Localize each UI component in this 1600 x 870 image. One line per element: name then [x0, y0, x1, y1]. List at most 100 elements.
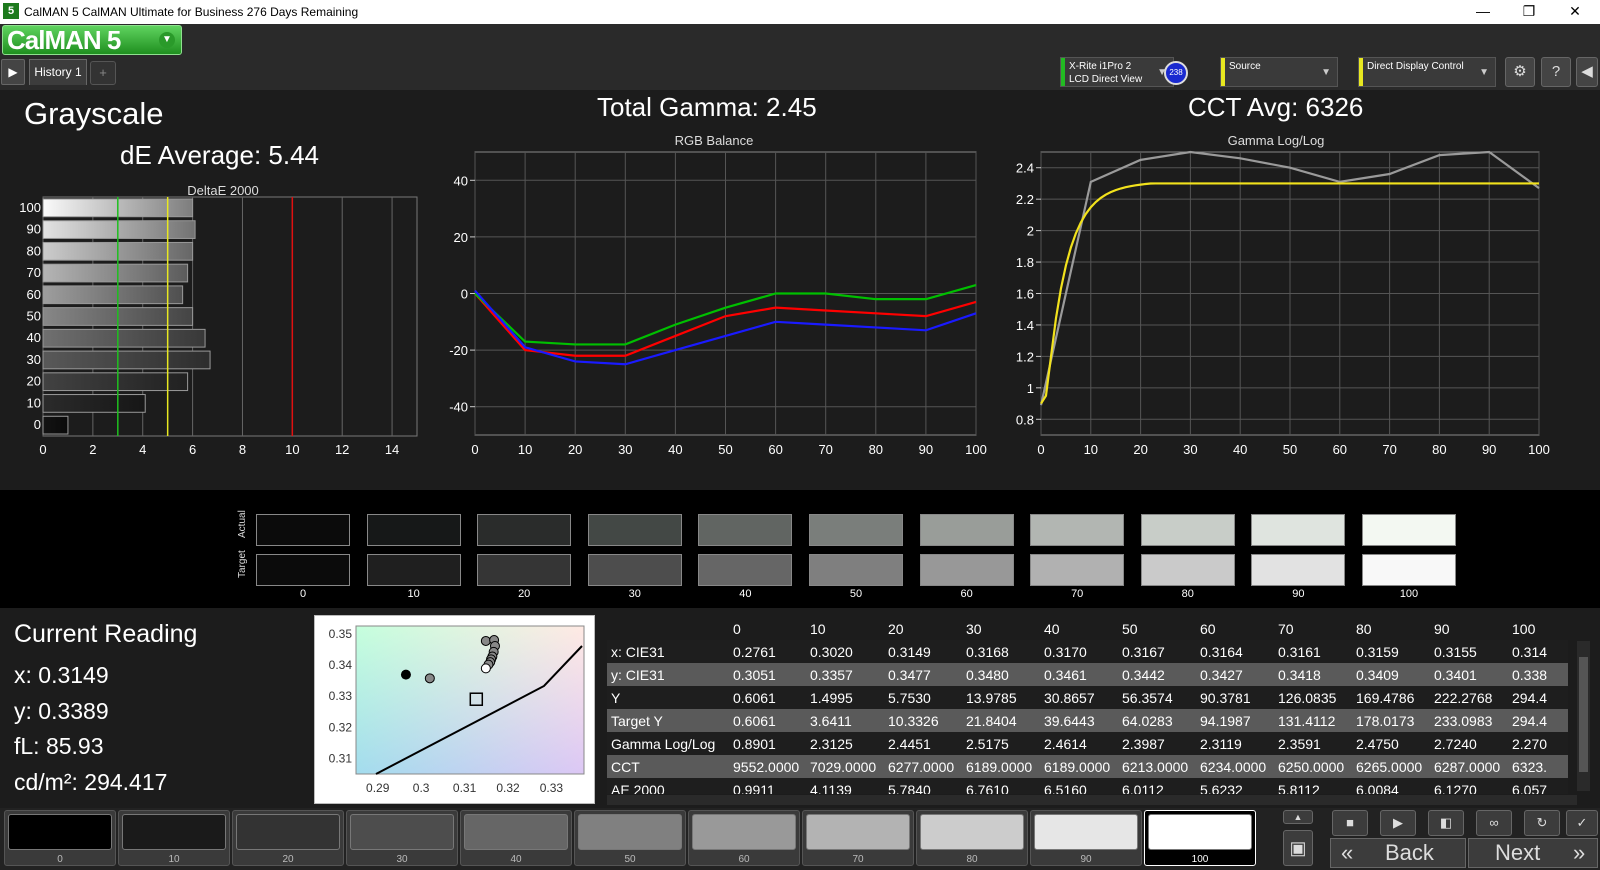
eject-icon[interactable]: ▲ — [1283, 810, 1313, 824]
table-column-header[interactable]: 100 — [1512, 620, 1536, 637]
play-measure-icon[interactable]: ▶ — [1380, 810, 1416, 836]
current-reading-title: Current Reading — [14, 620, 198, 648]
table-column-header[interactable]: 10 — [810, 620, 826, 637]
cie-target-square — [469, 692, 484, 706]
table-cell: 2.4750 — [1352, 732, 1430, 755]
loop-icon[interactable]: ∞ — [1476, 810, 1512, 836]
stop-icon[interactable]: ▣ — [1283, 830, 1313, 866]
check-icon[interactable]: ✓ — [1566, 810, 1598, 836]
patch-button-80[interactable]: 80 — [916, 810, 1028, 866]
table-cell: 0.2761 — [729, 640, 806, 663]
table-cell: 6265.0000 — [1352, 755, 1430, 778]
back-button[interactable]: « Back — [1330, 838, 1466, 868]
table-column-header[interactable]: 50 — [1122, 620, 1138, 637]
table-row[interactable]: x: CIE31 0.2761 0.3020 0.3149 0.3168 0.3170 0.… — [607, 640, 1568, 663]
display-selector[interactable]: Direct Display Control ▼ — [1358, 57, 1496, 87]
patch-preview — [692, 814, 796, 850]
table-column-header[interactable]: 70 — [1278, 620, 1294, 637]
table-row[interactable]: Y 0.6061 1.4995 5.7530 13.9785 30.8657 56.3574… — [607, 686, 1568, 709]
table-column-header[interactable]: 60 — [1200, 620, 1216, 637]
cie-point — [480, 663, 491, 674]
patch-preview — [236, 814, 340, 850]
table-cell: 178.0173 — [1352, 709, 1430, 732]
table-row[interactable]: Target Y 0.6061 3.6411 10.3326 21.8404 39.644… — [607, 709, 1568, 732]
play-icon[interactable]: ▶ — [1, 59, 25, 85]
swatch-label: 80 — [1181, 588, 1194, 600]
deltae-bar — [42, 394, 146, 413]
table-horizontal-scrollbar[interactable] — [607, 795, 1577, 805]
patch-button-30[interactable]: 30 — [346, 810, 458, 866]
patch-button-40[interactable]: 40 — [460, 810, 572, 866]
patch-button-100[interactable]: 100 — [1144, 810, 1256, 866]
patch-button-0[interactable]: 0 — [4, 810, 116, 866]
planckian-locus — [375, 645, 583, 775]
patch-button-90[interactable]: 90 — [1030, 810, 1142, 866]
table-cell: CCT — [607, 755, 729, 778]
table-cell: 13.9785 — [962, 686, 1040, 709]
table-column-header[interactable]: 90 — [1434, 620, 1450, 637]
table-cell: 2.7240 — [1430, 732, 1508, 755]
cie-marks: 0.29 0.3 0.31 0.32 0.33 0.35 0.34 0.33 0.32 0.31 — [329, 627, 583, 795]
patch-button-60[interactable]: 60 — [688, 810, 800, 866]
patch-button-20[interactable]: 20 — [232, 810, 344, 866]
source-selector[interactable]: Source ▼ — [1220, 57, 1338, 87]
table-cell: 0.3155 — [1430, 640, 1508, 663]
tab-history-1[interactable]: History 1 — [29, 59, 87, 85]
series-line-0 — [474, 292, 977, 357]
refresh-icon[interactable]: ↻ — [1524, 810, 1560, 836]
patch-button-50[interactable]: 50 — [574, 810, 686, 866]
table-row[interactable]: CCT 9552.0000 7029.0000 6277.0000 6189.0000 6… — [607, 755, 1568, 778]
table-vertical-scrollbar[interactable] — [1577, 641, 1590, 791]
cie-x-tick: 0.33 — [540, 781, 564, 795]
target-swatch — [919, 554, 1014, 586]
add-tab-button[interactable]: + — [90, 61, 116, 85]
y-tick: 1 — [1027, 381, 1034, 396]
table-cell: 2.270 — [1508, 732, 1568, 755]
calman-logo-menu[interactable]: CalMAN 5 ▼ — [2, 25, 182, 55]
y-tick: 2.2 — [1016, 192, 1034, 207]
gear-icon[interactable]: ⚙ — [1505, 57, 1535, 87]
scroll-thumb[interactable] — [1579, 657, 1588, 772]
table-column-header[interactable]: 40 — [1044, 620, 1060, 637]
collapse-left-icon[interactable]: ◀ — [1576, 57, 1598, 87]
patch-button-70[interactable]: 70 — [802, 810, 914, 866]
close-button[interactable]: ✕ — [1569, 3, 1581, 19]
target-swatch — [698, 554, 793, 586]
table-column-header[interactable]: 0 — [733, 620, 741, 637]
table-cell: 6.1270 — [1430, 778, 1508, 794]
table-column-header[interactable]: 80 — [1356, 620, 1372, 637]
table-row[interactable]: AE 2000 0.9911 4.1139 5.7840 6.7610 6.5160 6.0… — [607, 778, 1568, 794]
table-cell: 6.057 — [1508, 778, 1568, 794]
minimize-button[interactable]: — — [1476, 3, 1490, 19]
table-column-header[interactable] — [607, 617, 729, 640]
x-tick: 60 — [1333, 442, 1347, 457]
table-column-header[interactable]: 30 — [966, 620, 982, 637]
maximize-button[interactable]: ❐ — [1522, 3, 1536, 19]
table-cell: 64.0283 — [1118, 709, 1196, 732]
cie-x-tick: 0.32 — [496, 781, 520, 795]
actual-swatch — [256, 514, 350, 546]
meter-selector[interactable]: X-Rite i1Pro 2 LCD Direct View ▼ — [1060, 57, 1174, 87]
measure-range-icon[interactable]: ◧ — [1428, 810, 1464, 836]
cie-point — [480, 635, 491, 646]
table-cell: 39.6443 — [1040, 709, 1118, 732]
table-row[interactable]: Gamma Log/Log 0.8901 2.3125 2.4451 2.5175 2.4… — [607, 732, 1568, 755]
y-tick: 1.8 — [1016, 255, 1034, 270]
x-tick: 0 — [1037, 442, 1044, 457]
meter-badge[interactable]: 238 — [1164, 61, 1188, 85]
cct-average: CCT Avg: 6326 — [1188, 92, 1364, 122]
table-column-header[interactable]: 20 — [888, 620, 904, 637]
target-swatch — [1030, 554, 1125, 586]
table-cell: 0.3401 — [1430, 663, 1508, 686]
next-arrow-icon: » — [1573, 840, 1586, 865]
table-row[interactable]: y: CIE31 0.3051 0.3357 0.3477 0.3480 0.3461 0.… — [607, 663, 1568, 686]
table-cell: 0.3461 — [1040, 663, 1118, 686]
patch-label: 80 — [966, 854, 978, 865]
stop-measure-icon[interactable]: ■ — [1332, 810, 1368, 836]
next-button[interactable]: Next » — [1468, 838, 1598, 868]
patch-button-10[interactable]: 10 — [118, 810, 230, 866]
help-icon[interactable]: ? — [1541, 57, 1571, 87]
deltae-x-tick: 12 — [335, 442, 349, 457]
y-tick: 1.4 — [1016, 318, 1034, 333]
